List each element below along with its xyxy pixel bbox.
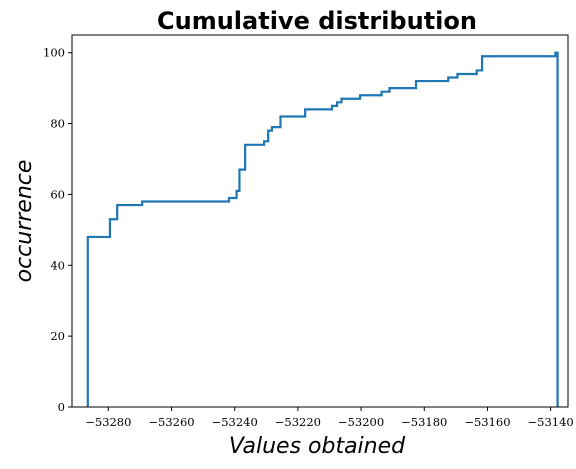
y-tick-label: 80 <box>50 117 65 131</box>
plot-frame <box>71 34 569 408</box>
x-tick-label: −53260 <box>148 415 194 429</box>
x-tick-label: −53140 <box>528 415 574 429</box>
x-tick-label: −53240 <box>212 415 258 429</box>
x-tick-label: −53160 <box>464 415 510 429</box>
x-tick-label: −53220 <box>275 415 321 429</box>
y-tick-label: 60 <box>50 187 65 201</box>
x-axis-label: Values obtained <box>229 434 406 459</box>
cumulative-step-line <box>86 51 559 407</box>
chart-title: Cumulative distribution <box>157 7 477 35</box>
x-tick-label: −53180 <box>401 415 447 429</box>
y-tick-label: 100 <box>43 46 65 60</box>
y-tick-label: 40 <box>50 258 65 272</box>
y-axis: 0 20 40 60 80 100 <box>43 46 72 414</box>
x-tick-label: −53200 <box>338 415 384 429</box>
y-tick-label: 0 <box>58 400 65 414</box>
y-tick-label: 20 <box>50 329 65 343</box>
x-axis: −53280 −53260 −53240 −53220 −53200 −53180 −531… <box>85 407 574 429</box>
y-axis-label: occurrence <box>12 160 37 283</box>
x-tick-label: −53280 <box>85 415 131 429</box>
